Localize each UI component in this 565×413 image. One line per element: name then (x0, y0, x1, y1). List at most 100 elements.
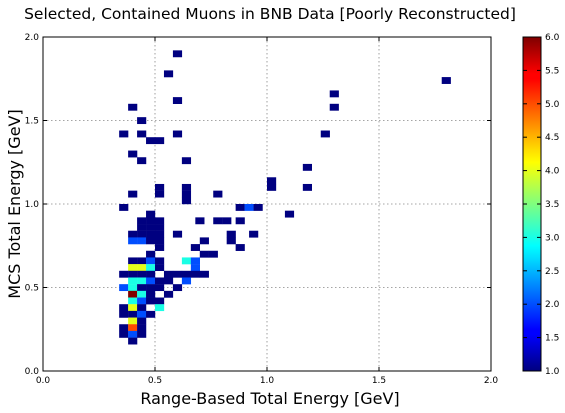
heatmap-bin (155, 137, 165, 145)
colorbar-tick-label: 3.5 (545, 200, 559, 210)
heatmap-bin (146, 290, 156, 298)
heatmap-bin (172, 284, 183, 292)
heatmap-bin (137, 237, 147, 245)
heatmap-bin (155, 244, 165, 251)
x-tick-label: 0.0 (36, 376, 51, 386)
heatmap-bin (137, 284, 147, 292)
y-tick-label: 0.5 (25, 284, 39, 294)
heatmap-bin (119, 324, 129, 332)
heatmap-bin (155, 257, 165, 265)
heatmap-bin (137, 157, 147, 165)
heatmap-bin (146, 270, 156, 278)
heatmap-bin (119, 310, 129, 318)
heatmap-bin (244, 204, 254, 211)
heatmap-bin (199, 250, 209, 258)
heatmap-bin (119, 130, 129, 138)
heatmap-bin (163, 277, 174, 285)
heatmap-bin (213, 190, 223, 198)
heatmap-bin (137, 310, 147, 318)
heatmap-bin (226, 230, 236, 238)
heatmap-bin (213, 217, 223, 225)
heatmap-bin (146, 217, 156, 225)
heatmap-bin (128, 230, 138, 238)
heatmap-bin (155, 190, 165, 198)
heatmap-bin (155, 237, 165, 245)
heatmap-bin (137, 304, 147, 312)
heatmap-bin (137, 317, 147, 325)
y-tick-label: 0.0 (25, 367, 40, 377)
heatmap-bin (128, 304, 138, 312)
heatmap-bin (163, 70, 174, 78)
colorbar-ticks: 1.0 1.5 2.0 2.5 3.0 3.5 4.0 4.5 5.0 5.5 6.0 (523, 33, 560, 377)
heatmap-bin (128, 290, 138, 298)
heatmap-bin (155, 264, 165, 271)
heatmap-bin (181, 157, 192, 165)
heatmap-bin (441, 77, 451, 84)
heatmap-bin (195, 217, 205, 225)
x-tick-label: 1.5 (372, 376, 386, 386)
heatmap-bin (137, 217, 147, 225)
colorbar-tick-label: 1.0 (545, 367, 560, 377)
heatmap-bin (302, 163, 312, 171)
x-axis-label: Range-Based Total Energy [GeV] (140, 389, 399, 408)
colorbar-tick-label: 1.5 (545, 334, 559, 344)
heatmap-bin (119, 204, 129, 211)
grid-lines (43, 37, 491, 371)
x-tick-label: 0.5 (148, 376, 162, 386)
heatmap-bin (146, 237, 156, 245)
y-tick-label: 1.5 (25, 117, 39, 127)
colorbar-tick-label: 2.0 (545, 300, 560, 310)
heatmap-bin (190, 270, 200, 278)
heatmap-bin (190, 257, 200, 265)
heatmap-bin (137, 277, 147, 285)
heatmap-bin (155, 284, 165, 292)
chart-title: Selected, Contained Muons in BNB Data [P… (24, 5, 516, 23)
heatmap-bin (155, 304, 165, 312)
heatmap-bin (128, 297, 138, 305)
heatmap-bin (172, 97, 183, 104)
heatmap-bin (163, 270, 174, 278)
heatmap-bin (249, 230, 259, 238)
heatmap-bin (146, 277, 156, 285)
heatmap-bin (267, 177, 277, 185)
heatmap-bin (181, 257, 192, 265)
heatmap-bin (128, 277, 138, 285)
heatmap-bin (128, 264, 138, 271)
heatmap-bin (329, 90, 339, 98)
heatmap-bin (146, 297, 156, 305)
heatmap-bin (128, 270, 138, 278)
heatmap-bin (137, 230, 147, 238)
heatmap-bin (128, 330, 138, 338)
heatmap-bin (155, 277, 165, 285)
heatmap-bin (235, 204, 245, 211)
heatmap-bin (146, 230, 156, 238)
heatmap-bin (146, 137, 156, 145)
heatmap-bin (199, 270, 209, 278)
heatmap-bin (190, 264, 200, 271)
heatmap-bin (181, 277, 192, 285)
heatmap-bin (128, 190, 138, 198)
heatmap-bin (137, 324, 147, 332)
heatmap-bin (137, 270, 147, 278)
heatmap-bin (137, 297, 147, 305)
colorbar-tick-label: 6.0 (545, 33, 560, 43)
heatmap-bin (137, 257, 147, 265)
colorbar-tick-label: 4.0 (545, 167, 560, 177)
heatmap-bin (155, 230, 165, 238)
heatmap-bin (190, 244, 200, 251)
heatmap-bin (119, 284, 129, 292)
heatmap-bin (181, 183, 192, 191)
heatmap-bin (137, 264, 147, 271)
heatmap-bin (128, 324, 138, 332)
colorbar-tick-label: 3.0 (545, 233, 560, 243)
heatmap-bin (146, 284, 156, 292)
colorbar-tick-label: 4.5 (545, 133, 559, 143)
heatmap-bin (329, 103, 339, 111)
y-tick-label: 1.0 (25, 200, 40, 210)
heatmap-bin (155, 183, 165, 191)
heatmap-bin (146, 250, 156, 258)
heatmap-bin (199, 237, 209, 245)
heatmap-bin (137, 224, 147, 231)
heatmap-bin (163, 290, 174, 298)
